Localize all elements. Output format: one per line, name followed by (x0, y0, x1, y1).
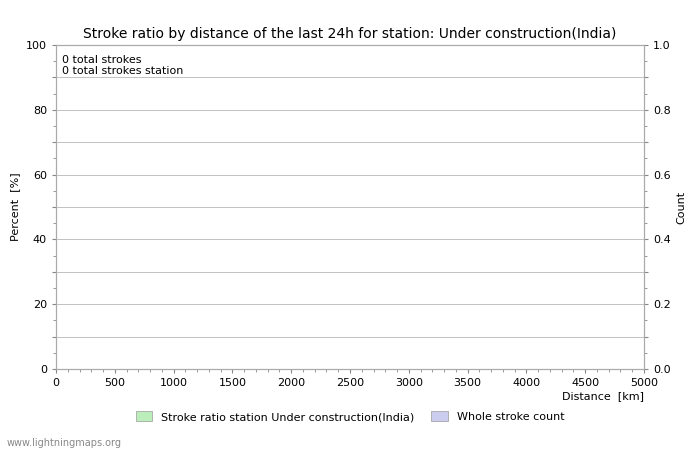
Text: www.lightningmaps.org: www.lightningmaps.org (7, 438, 122, 448)
Text: 0 total strokes
0 total strokes station: 0 total strokes 0 total strokes station (62, 55, 183, 76)
Y-axis label: Percent  [%]: Percent [%] (10, 173, 20, 241)
Title: Stroke ratio by distance of the last 24h for station: Under construction(India): Stroke ratio by distance of the last 24h… (83, 27, 617, 41)
Y-axis label: Count: Count (676, 190, 686, 224)
Text: Distance  [km]: Distance [km] (562, 392, 644, 401)
Legend: Stroke ratio station Under construction(India), Whole stroke count: Stroke ratio station Under construction(… (131, 407, 569, 427)
